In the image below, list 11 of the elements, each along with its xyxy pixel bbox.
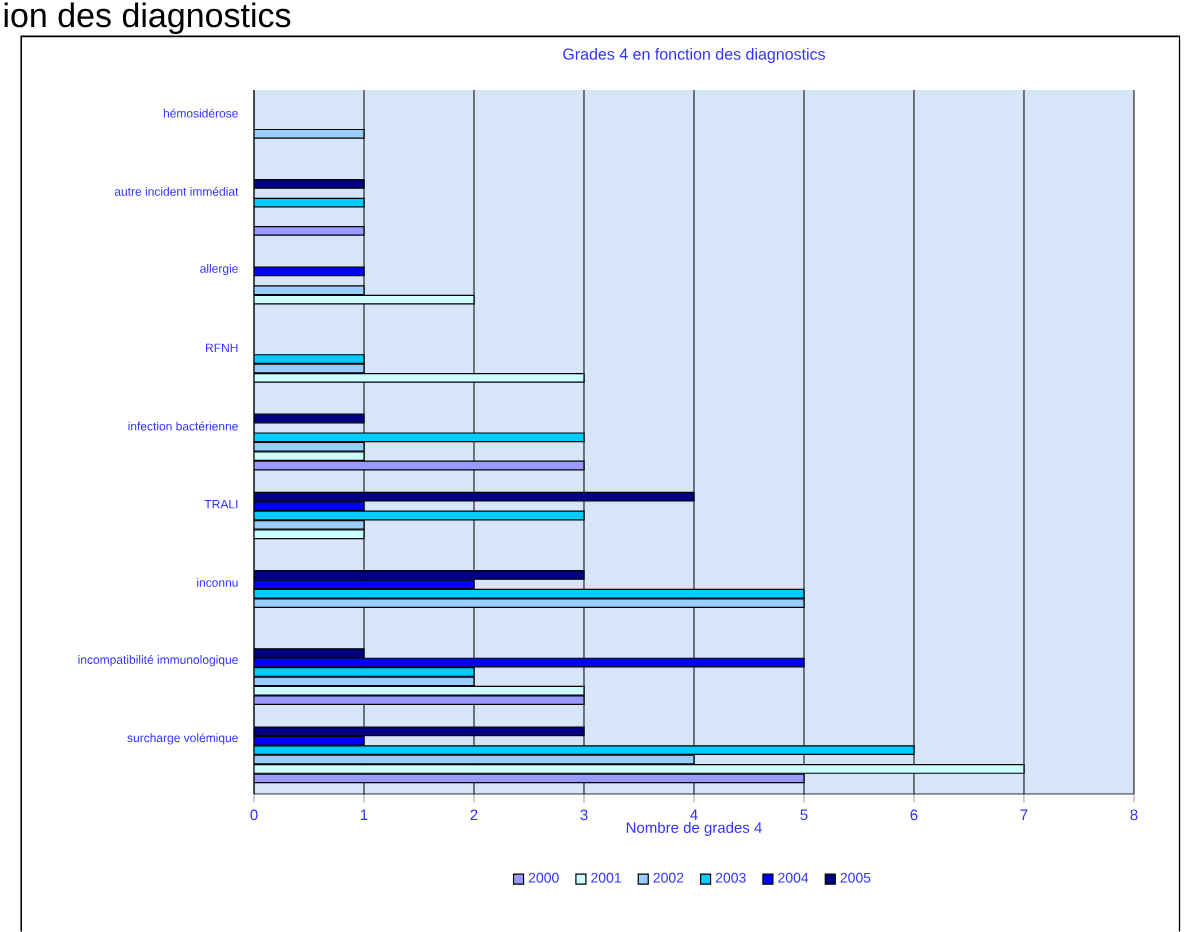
bar <box>254 354 365 364</box>
text: ion des diagnostics <box>4 2 291 35</box>
bar <box>254 648 365 659</box>
bar <box>254 570 585 580</box>
bar <box>254 695 585 706</box>
bar <box>254 501 365 512</box>
bar <box>254 667 475 677</box>
bar <box>254 451 365 461</box>
bar <box>254 372 585 383</box>
bar <box>254 764 1025 774</box>
chart-title: Grades 4 en fonction des diagnostics <box>563 48 826 63</box>
